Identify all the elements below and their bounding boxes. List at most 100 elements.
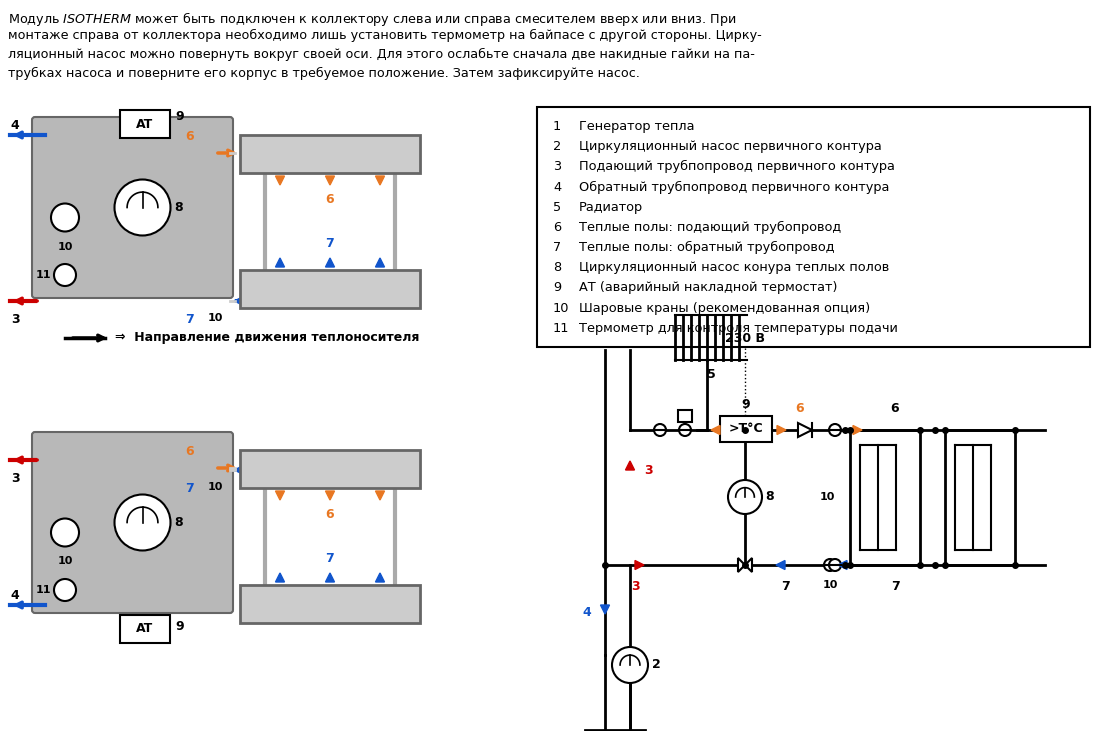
Text: 3: 3 <box>644 463 653 477</box>
Text: >T°C: >T°C <box>728 423 764 436</box>
Text: Теплые полы: обратный трубопровод: Теплые полы: обратный трубопровод <box>579 241 835 254</box>
Polygon shape <box>326 573 335 582</box>
Circle shape <box>114 180 170 235</box>
Text: 6: 6 <box>326 508 335 521</box>
Text: 5: 5 <box>706 368 715 381</box>
Text: Обратный трубпопровод первичного контура: Обратный трубпопровод первичного контура <box>579 181 890 194</box>
Text: Шаровые краны (рекомендованная опция): Шаровые краны (рекомендованная опция) <box>579 302 870 314</box>
Polygon shape <box>375 176 385 185</box>
Text: Теплые полы: подающий трубопровод: Теплые полы: подающий трубопровод <box>579 221 841 234</box>
Polygon shape <box>838 561 847 569</box>
Text: 3: 3 <box>11 472 20 485</box>
Text: 10: 10 <box>819 493 835 502</box>
Text: 10: 10 <box>553 302 569 314</box>
Polygon shape <box>711 425 720 434</box>
Text: 6: 6 <box>185 445 194 458</box>
Text: 7: 7 <box>326 237 335 250</box>
Circle shape <box>50 518 79 547</box>
Circle shape <box>50 203 79 232</box>
Polygon shape <box>275 176 284 185</box>
Polygon shape <box>853 425 862 434</box>
Text: 9: 9 <box>553 281 562 295</box>
Polygon shape <box>375 573 385 582</box>
Circle shape <box>54 579 76 601</box>
Text: AT: AT <box>136 623 154 635</box>
Polygon shape <box>776 561 785 569</box>
Polygon shape <box>798 423 812 437</box>
Text: ляционный насос можно повернуть вокруг своей оси. Для этого ослабьте сначала две: ляционный насос можно повернуть вокруг с… <box>8 48 755 61</box>
Text: 3: 3 <box>631 580 640 593</box>
Text: 8: 8 <box>174 201 183 214</box>
Text: 2: 2 <box>553 140 562 154</box>
Bar <box>538 107 1090 347</box>
Text: 6: 6 <box>553 221 562 234</box>
Bar <box>240 135 420 173</box>
Text: монтаже справа от коллектора необходимо лишь установить термометр на байпасе с д: монтаже справа от коллектора необходимо … <box>8 29 761 42</box>
Circle shape <box>114 494 170 550</box>
Text: АТ (аварийный накладной термостат): АТ (аварийный накладной термостат) <box>579 281 837 295</box>
Text: 8: 8 <box>553 261 562 274</box>
Polygon shape <box>375 258 385 267</box>
Text: 10: 10 <box>57 241 72 251</box>
Polygon shape <box>275 258 284 267</box>
Text: 10: 10 <box>823 580 838 590</box>
Text: 7: 7 <box>781 580 790 593</box>
Text: 6: 6 <box>795 402 804 415</box>
Text: 11: 11 <box>553 322 569 335</box>
Polygon shape <box>625 461 634 470</box>
Text: 10: 10 <box>207 482 223 492</box>
Text: 1: 1 <box>553 120 562 133</box>
Text: 3: 3 <box>553 160 562 173</box>
Text: 8: 8 <box>765 491 773 504</box>
Polygon shape <box>777 425 785 434</box>
Text: ⇒  Направление движения теплоносителя: ⇒ Направление движения теплоносителя <box>115 331 419 344</box>
Text: Генератор тепла: Генератор тепла <box>579 120 694 133</box>
Bar <box>720 416 772 442</box>
Text: AT: AT <box>136 118 154 131</box>
Text: Модуль $\mathit{ISOTHERM}$ может быть подключен к коллектору слева или справа см: Модуль $\mathit{ISOTHERM}$ может быть по… <box>8 10 736 28</box>
Bar <box>240 585 420 623</box>
Circle shape <box>612 647 648 683</box>
Text: 9: 9 <box>176 110 183 123</box>
Text: 9: 9 <box>742 398 750 411</box>
Text: трубках насоса и поверните его корпус в требуемое положение. Затем зафиксируйте : трубках насоса и поверните его корпус в … <box>8 67 640 80</box>
Text: 5: 5 <box>553 201 562 213</box>
Text: 7: 7 <box>185 313 194 326</box>
Circle shape <box>824 559 836 571</box>
Bar <box>585 730 645 731</box>
Text: 3: 3 <box>11 313 20 326</box>
Text: Радиатор: Радиатор <box>579 201 643 213</box>
Text: 7: 7 <box>185 482 194 495</box>
Text: 4: 4 <box>11 119 20 132</box>
Text: 6: 6 <box>185 130 194 143</box>
Text: 8: 8 <box>174 516 183 529</box>
Polygon shape <box>600 605 610 614</box>
Bar <box>240 450 420 488</box>
Circle shape <box>54 264 76 286</box>
Bar <box>678 410 692 422</box>
Text: Циркуляционный насос первичного контура: Циркуляционный насос первичного контура <box>579 140 882 154</box>
Text: 10: 10 <box>57 556 72 567</box>
Polygon shape <box>635 561 644 569</box>
Circle shape <box>829 424 841 436</box>
Bar <box>120 110 170 138</box>
FancyBboxPatch shape <box>32 117 233 298</box>
Text: 4: 4 <box>553 181 562 194</box>
FancyBboxPatch shape <box>32 432 233 613</box>
Circle shape <box>829 559 841 571</box>
Text: 4: 4 <box>583 607 591 619</box>
Bar <box>120 615 170 643</box>
Text: 230 В: 230 В <box>725 332 765 345</box>
Text: 11: 11 <box>35 270 50 280</box>
Text: 2: 2 <box>652 659 660 672</box>
Text: 9: 9 <box>176 620 183 633</box>
Polygon shape <box>738 558 753 572</box>
Bar <box>240 270 420 308</box>
Polygon shape <box>326 176 335 185</box>
Text: Подающий трубпопровод первичного контура: Подающий трубпопровод первичного контура <box>579 160 895 173</box>
Circle shape <box>654 424 666 436</box>
Text: 7: 7 <box>326 552 335 565</box>
Circle shape <box>679 424 691 436</box>
Polygon shape <box>375 491 385 500</box>
Polygon shape <box>326 258 335 267</box>
